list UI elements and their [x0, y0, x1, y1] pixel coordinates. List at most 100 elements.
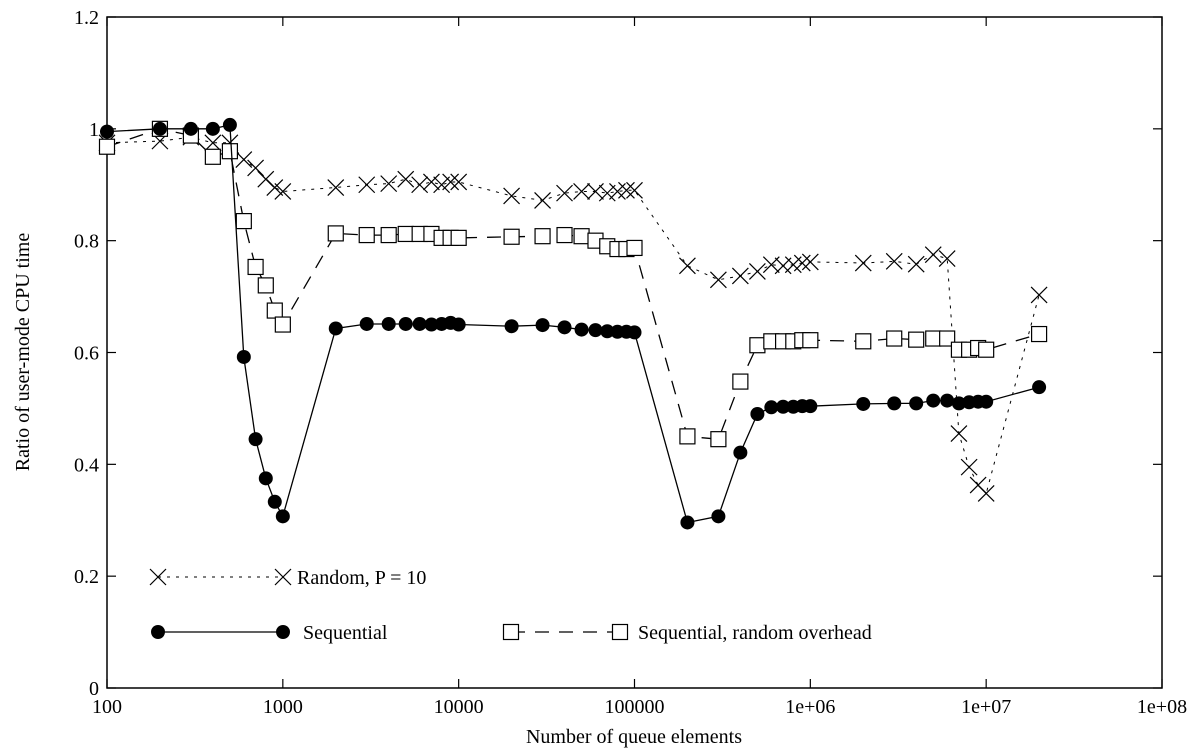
data-point	[748, 262, 766, 280]
legend-label-random-overhead: Sequential, random overhead	[638, 622, 872, 644]
data-point	[275, 509, 290, 524]
plot-frame	[106, 16, 1163, 689]
data-point	[412, 316, 427, 331]
data-point	[236, 349, 251, 364]
data-point	[733, 445, 748, 460]
data-point	[573, 183, 590, 200]
legend-marker	[611, 623, 629, 641]
data-point	[855, 333, 872, 350]
data-point	[1032, 380, 1047, 395]
x-tick-label: 1e+06	[785, 696, 835, 718]
x-tick-label: 1e+07	[961, 696, 1011, 718]
data-point	[887, 396, 902, 411]
data-point	[247, 159, 265, 177]
data-point	[950, 425, 968, 443]
data-point	[258, 471, 273, 486]
data-point	[328, 321, 343, 336]
data-point	[100, 124, 114, 139]
legend: Random, P = 10 Sequential Sequential, ra…	[149, 567, 872, 644]
data-point	[618, 181, 635, 199]
data-point	[940, 393, 955, 408]
data-point	[626, 239, 643, 257]
data-point	[205, 121, 220, 136]
y-tick-label: 1.2	[74, 7, 99, 29]
data-point	[556, 226, 573, 244]
data-point	[609, 183, 626, 200]
data-point	[380, 175, 398, 193]
legend-marker-random-end	[274, 568, 292, 586]
data-point	[886, 330, 903, 347]
data-point	[885, 252, 903, 270]
data-point	[204, 148, 221, 165]
data-point	[221, 143, 239, 160]
data-point	[710, 431, 727, 448]
data-point	[793, 254, 811, 272]
legend-marker-random-overhead-end	[611, 623, 629, 641]
data-point	[908, 331, 925, 348]
legend-marker	[274, 568, 292, 586]
series-line	[106, 136, 1040, 495]
data-point	[938, 250, 956, 267]
data-point	[556, 184, 573, 202]
data-point	[627, 325, 642, 340]
data-point	[204, 134, 222, 152]
x-tick-label: 100	[92, 696, 122, 718]
data-point	[679, 257, 696, 275]
legend-marker	[151, 625, 165, 639]
x-tick-label: 1e+08	[1137, 696, 1187, 718]
legend-marker-sequential-end	[276, 625, 290, 639]
data-point	[397, 225, 414, 243]
data-point	[977, 484, 995, 502]
data-point	[503, 228, 520, 245]
series-1	[100, 117, 1047, 530]
data-point	[951, 396, 966, 411]
data-point	[504, 319, 519, 334]
data-point	[442, 173, 460, 191]
data-point	[424, 317, 439, 332]
series-line	[106, 124, 1040, 524]
data-point	[574, 322, 589, 337]
data-point	[1030, 286, 1048, 304]
data-point	[397, 170, 415, 188]
series-line	[106, 128, 1040, 440]
data-point	[680, 515, 695, 530]
legend-entry-random: Random, P = 10	[149, 567, 426, 589]
data-point	[235, 212, 252, 230]
data-point	[909, 396, 924, 411]
data-point	[731, 267, 749, 285]
x-tick-label: 100000	[605, 696, 665, 718]
data-point	[803, 399, 818, 414]
x-axis-label: Number of queue elements	[526, 726, 742, 748]
data-point	[749, 337, 766, 354]
data-point	[266, 179, 284, 196]
data-point	[924, 246, 942, 264]
data-point	[398, 316, 413, 331]
data-point	[679, 428, 696, 445]
data-point	[557, 320, 572, 335]
data-point	[802, 332, 819, 349]
data-point	[359, 316, 374, 331]
data-point	[257, 277, 274, 294]
series-layer	[98, 117, 1048, 530]
x-tick-label: 1000	[263, 696, 303, 718]
data-point	[907, 255, 925, 273]
legend-entry-random-overhead: Sequential, random overhead	[502, 622, 872, 644]
data-point	[960, 458, 978, 476]
data-point	[423, 173, 440, 191]
data-point	[450, 173, 468, 191]
data-point	[274, 183, 292, 200]
legend-marker	[502, 623, 520, 641]
data-point	[411, 176, 429, 194]
data-point	[380, 226, 397, 244]
data-point	[764, 400, 779, 415]
data-point	[534, 191, 551, 209]
x-tick-label: 10000	[434, 696, 484, 718]
legend-marker-sequential-start	[151, 625, 165, 639]
data-point	[587, 183, 604, 200]
legend-marker	[149, 568, 167, 586]
data-point	[750, 407, 765, 422]
data-point	[709, 271, 727, 289]
y-axis-label: Ratio of user-mode CPU time	[12, 233, 34, 472]
data-point	[573, 228, 590, 245]
data-point	[248, 432, 263, 447]
